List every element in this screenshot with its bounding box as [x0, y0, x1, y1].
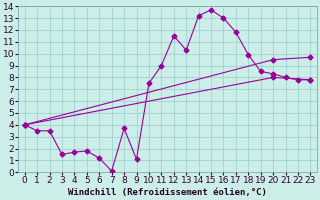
X-axis label: Windchill (Refroidissement éolien,°C): Windchill (Refroidissement éolien,°C) — [68, 188, 267, 197]
